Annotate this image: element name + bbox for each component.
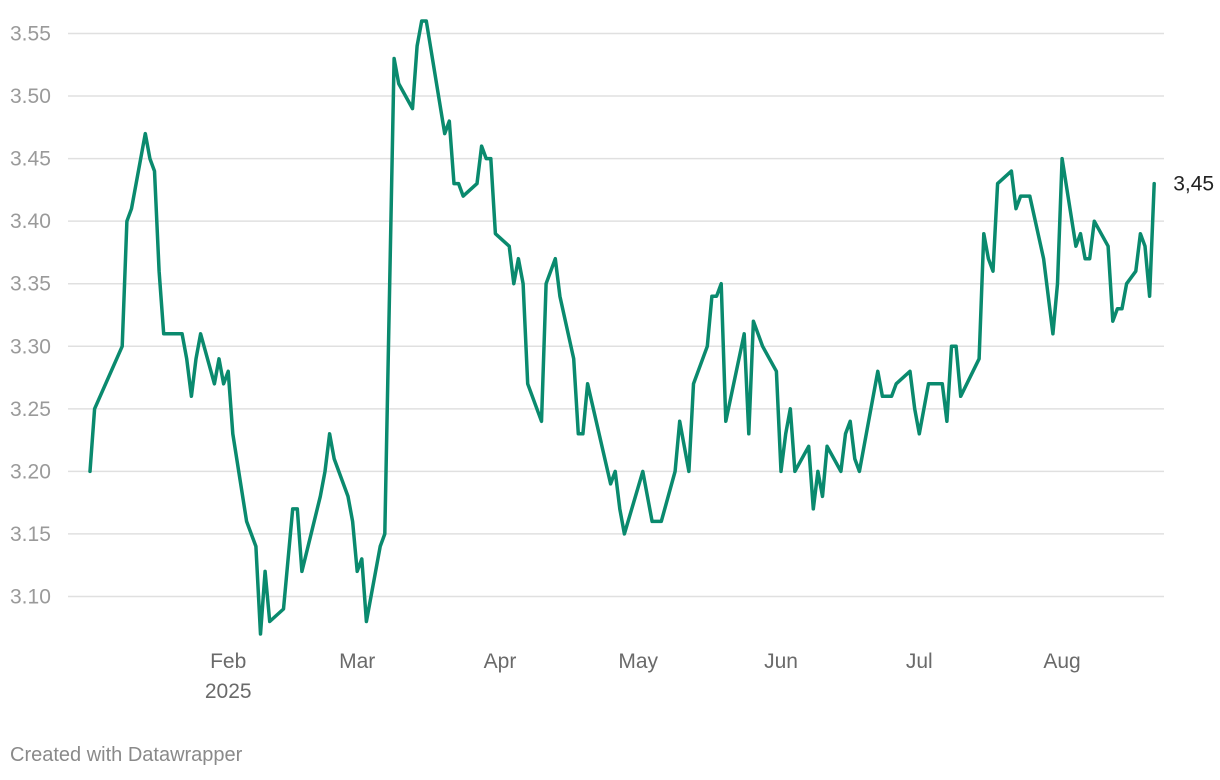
- y-tick-label: 3.15: [10, 523, 51, 546]
- x-tick-label: May: [618, 650, 658, 673]
- series-line: [88, 19, 1156, 636]
- y-tick-label: 3.50: [10, 85, 51, 108]
- y-tick-label: 3.10: [10, 585, 51, 608]
- x-tick-label: Jul: [906, 650, 933, 673]
- x-tick-label: Aug: [1043, 650, 1080, 673]
- y-axis-ticks: 3.10 3.15 3.20 3.25 3.30 3.35 3.40 3.45 3.50 3.55: [10, 23, 51, 609]
- line-chart: 3.10 3.15 3.20 3.25 3.30 3.35 3.40 3.45 3.50 3.55…: [10, 19, 1214, 703]
- y-tick-label: 3.55: [10, 23, 51, 46]
- y-tick-label: 3.30: [10, 335, 51, 358]
- x-tick-sublabel: 2025: [205, 680, 252, 703]
- x-tick-label: Apr: [484, 650, 517, 673]
- y-tick-label: 3.40: [10, 210, 51, 233]
- y-tick-label: 3.25: [10, 398, 51, 421]
- x-tick-label: Feb: [210, 650, 246, 673]
- end-label-layer: 3,45: [1173, 173, 1214, 196]
- x-axis-ticks: Feb 2025 Mar Apr May Jun Jul Aug: [205, 650, 1081, 703]
- gridlines: [68, 32, 1164, 598]
- y-tick-label: 3.45: [10, 148, 51, 171]
- end-value-label: 3,45: [1173, 173, 1214, 196]
- credit-footer: Created with Datawrapper: [10, 744, 243, 766]
- series-line-layer: [88, 19, 1156, 636]
- y-tick-label: 3.20: [10, 460, 51, 483]
- y-tick-label: 3.35: [10, 273, 51, 296]
- x-tick-label: Mar: [339, 650, 375, 673]
- x-tick-label: Jun: [764, 650, 798, 673]
